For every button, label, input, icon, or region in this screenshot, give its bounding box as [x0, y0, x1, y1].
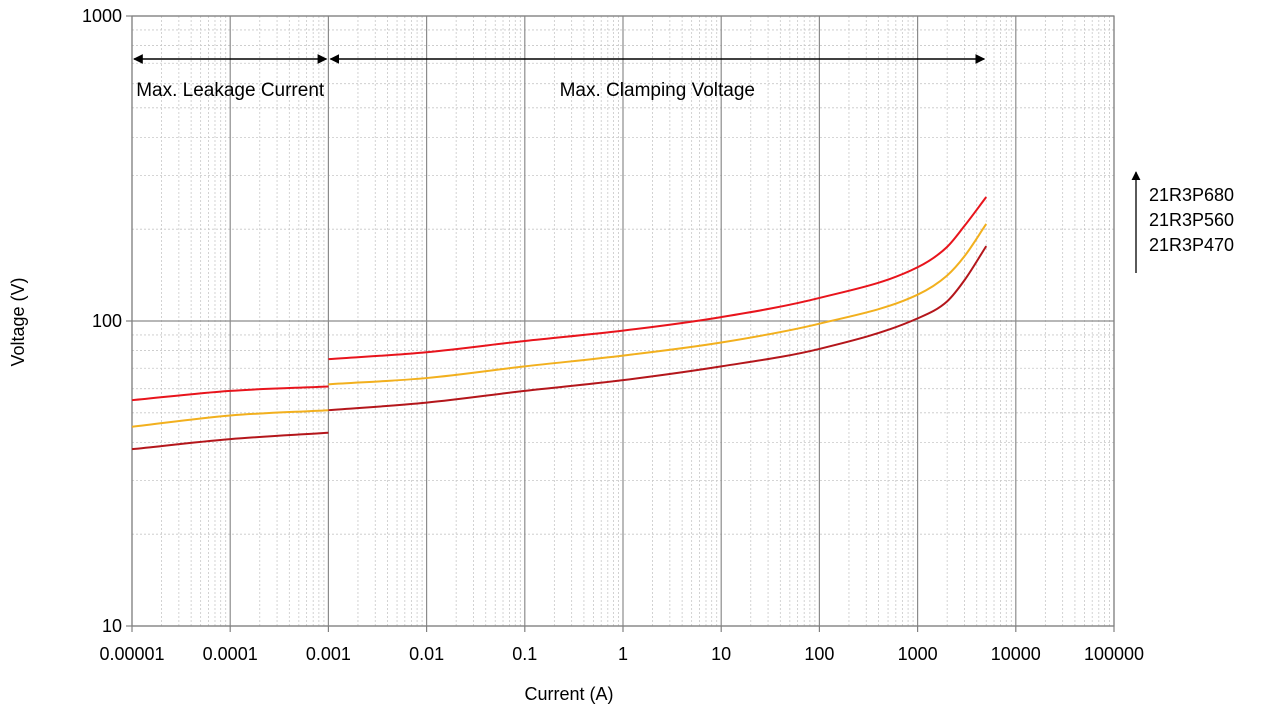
- series-layer: [131, 196, 988, 451]
- major-grid: [131, 15, 1115, 627]
- series-line-21R3P560-leakage: [131, 409, 329, 428]
- x-tick-label: 1: [618, 644, 628, 664]
- annotation-layer: Max. Leakage Current Max. Clamping Voltag…: [133, 54, 986, 101]
- x-tick-label: 0.01: [409, 644, 444, 664]
- annotation-label: Max. Clamping Voltage: [560, 80, 755, 101]
- x-tick-label: 0.001: [306, 644, 351, 664]
- y-axis-ticks: 10 100 1000: [82, 6, 132, 636]
- series-line-21R3P680-leakage: [131, 385, 329, 402]
- legend-entry-1: 21R3P680: [1149, 185, 1234, 205]
- x-tick-label: 100000: [1084, 644, 1144, 664]
- x-tick-label: 10: [711, 644, 731, 664]
- legend-entry-3: 21R3P470: [1149, 235, 1234, 255]
- x-tick-label: 1000: [898, 644, 938, 664]
- y-axis-label: Voltage (V): [8, 277, 28, 366]
- annotation-label: Max. Leakage Current: [136, 80, 325, 101]
- x-tick-label: 10000: [991, 644, 1041, 664]
- x-axis-label: Current (A): [524, 684, 613, 704]
- x-tick-label: 100: [804, 644, 834, 664]
- y-tick-label: 1000: [82, 6, 122, 26]
- x-tick-label: 0.1: [512, 644, 537, 664]
- x-tick-label: 0.0001: [203, 644, 258, 664]
- legend: 21R3P680 21R3P560 21R3P470: [1131, 171, 1234, 273]
- y-tick-label: 100: [92, 311, 122, 331]
- legend-entry-2: 21R3P560: [1149, 210, 1234, 230]
- x-tick-label: 0.00001: [99, 644, 164, 664]
- series-line-21R3P470-leakage: [131, 431, 329, 451]
- x-axis-ticks: 0.00001 0.0001 0.001 0.01 0.1 1 10 100 1000 10000…: [99, 626, 1144, 664]
- series-line-21R3P470-clamping: [328, 245, 988, 412]
- series-line-21R3P560-clamping: [328, 223, 988, 386]
- y-tick-label: 10: [102, 616, 122, 636]
- series-line-21R3P680-clamping: [328, 196, 988, 361]
